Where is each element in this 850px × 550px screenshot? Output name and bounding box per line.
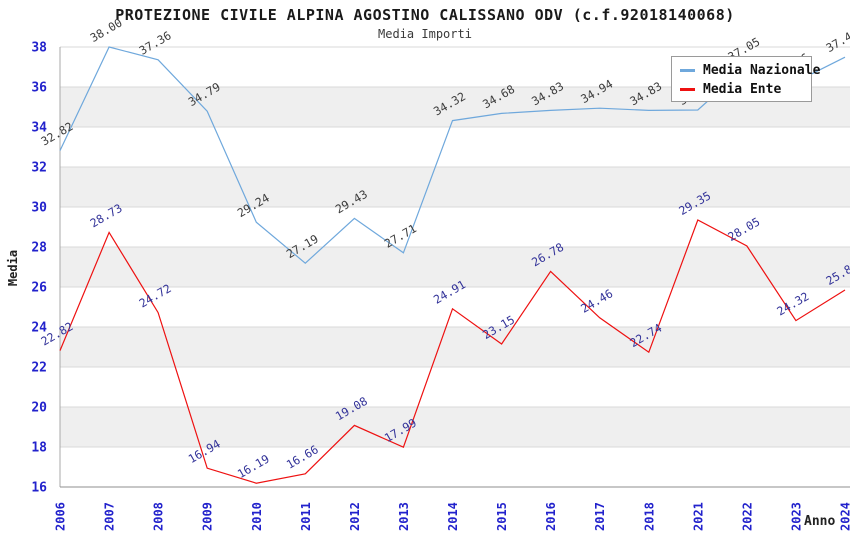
svg-text:2021: 2021 <box>691 502 705 531</box>
svg-text:38: 38 <box>31 41 47 56</box>
svg-text:30: 30 <box>31 201 47 216</box>
svg-text:2009: 2009 <box>201 502 215 531</box>
chart-legend: Media Nazionale Media Ente <box>671 56 820 102</box>
svg-text:27.71: 27.71 <box>382 221 419 250</box>
svg-text:2011: 2011 <box>299 502 313 531</box>
svg-text:16.19: 16.19 <box>235 452 272 481</box>
svg-text:2018: 2018 <box>642 502 656 531</box>
svg-text:2016: 2016 <box>544 502 558 531</box>
svg-text:2022: 2022 <box>740 502 754 531</box>
svg-text:37.49: 37.49 <box>824 26 850 55</box>
svg-text:2010: 2010 <box>250 502 264 531</box>
svg-text:28.05: 28.05 <box>725 214 762 243</box>
svg-text:2013: 2013 <box>397 502 411 531</box>
svg-text:2023: 2023 <box>789 502 803 531</box>
chart-subtitle: Media Importi <box>378 27 472 41</box>
legend-label-media-nazionale: Media Nazionale <box>703 63 821 78</box>
svg-text:20: 20 <box>31 401 47 416</box>
svg-text:22: 22 <box>31 361 47 376</box>
legend-swatch-nazionale-icon <box>680 69 695 72</box>
svg-text:24.46: 24.46 <box>578 286 615 315</box>
svg-text:28: 28 <box>31 241 47 256</box>
x-axis-title: Anno <box>804 514 836 529</box>
legend-item-media-ente: Media Ente <box>680 80 811 99</box>
svg-text:24: 24 <box>31 321 47 336</box>
svg-text:18: 18 <box>31 441 47 456</box>
legend-label-media-ente: Media Ente <box>703 82 782 97</box>
svg-text:2015: 2015 <box>495 502 509 531</box>
svg-text:26: 26 <box>31 281 47 296</box>
y-axis-title: Media <box>6 249 20 287</box>
svg-text:2006: 2006 <box>54 502 68 531</box>
svg-text:2007: 2007 <box>103 502 117 531</box>
legend-swatch-ente-icon <box>680 88 695 91</box>
svg-text:34: 34 <box>31 121 47 136</box>
svg-text:38.00: 38.00 <box>88 15 125 44</box>
svg-text:2014: 2014 <box>446 502 460 531</box>
svg-text:16: 16 <box>31 481 47 496</box>
svg-text:36: 36 <box>31 81 47 96</box>
svg-text:32: 32 <box>31 161 47 176</box>
svg-text:2017: 2017 <box>593 502 607 531</box>
svg-text:37.36: 37.36 <box>137 28 174 57</box>
svg-text:2012: 2012 <box>348 502 362 531</box>
legend-item-media-nazionale: Media Nazionale <box>680 61 820 80</box>
chart-title: PROTEZIONE CIVILE ALPINA AGOSTINO CALISS… <box>115 6 735 24</box>
svg-text:2024: 2024 <box>839 502 850 531</box>
svg-text:2008: 2008 <box>152 502 166 531</box>
